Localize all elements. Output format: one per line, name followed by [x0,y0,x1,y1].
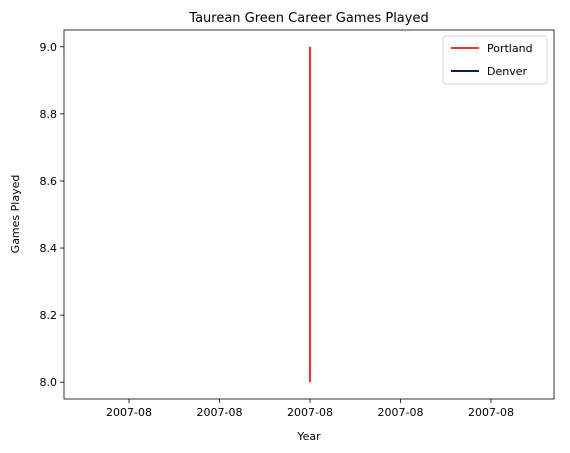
y-axis-ticks: 8.0 8.2 8.4 8.6 8.8 9.0 [40,41,64,389]
legend: Portland Denver [442,35,548,85]
y-tick-label: 8.0 [40,376,58,389]
y-tick-label: 8.2 [40,309,58,322]
y-axis-label: Games Played [9,175,22,254]
legend-label-portland: Portland [487,42,533,55]
x-tick-label: 2007-08 [468,406,514,419]
x-tick-label: 2007-08 [378,406,424,419]
chart-title: Taurean Green Career Games Played [188,11,428,26]
x-tick-label: 2007-08 [197,406,243,419]
y-tick-label: 8.8 [40,108,58,121]
y-tick-label: 9.0 [40,41,58,54]
x-axis-label: Year [296,430,321,443]
x-tick-label: 2007-08 [287,406,333,419]
x-tick-label: 2007-08 [106,406,152,419]
y-tick-label: 8.6 [40,175,58,188]
y-tick-label: 8.4 [40,242,58,255]
x-axis-ticks: 2007-08 2007-08 2007-08 2007-08 2007-08 [106,399,514,419]
legend-label-denver: Denver [487,65,527,78]
